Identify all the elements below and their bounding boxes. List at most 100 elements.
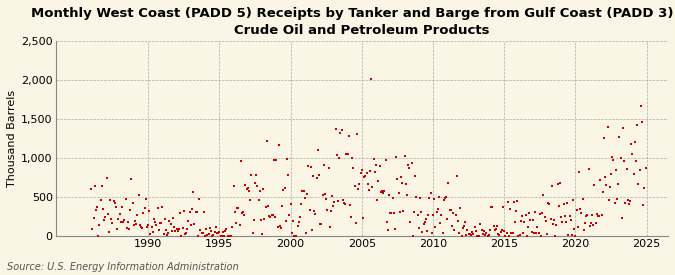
Point [505, 207, 516, 211]
Point [574, 170, 585, 174]
Point [369, 170, 380, 174]
Point [366, 77, 377, 81]
Point [403, 163, 414, 168]
Point [449, 228, 460, 232]
Point [115, 220, 126, 224]
Point [117, 205, 128, 209]
Point [375, 190, 386, 195]
Point [502, 230, 512, 235]
Point [634, 168, 645, 173]
Point [414, 196, 425, 200]
Point [226, 234, 237, 238]
Point [130, 219, 140, 224]
Point [412, 213, 423, 217]
Point [491, 224, 502, 228]
Point [176, 234, 187, 238]
Point [300, 196, 310, 200]
Point [344, 134, 354, 139]
Point [639, 186, 650, 191]
Point [543, 201, 554, 206]
Point [599, 136, 610, 140]
Point [467, 230, 478, 234]
Point [589, 182, 600, 187]
Point [470, 229, 481, 233]
Point [381, 220, 392, 224]
Point [588, 223, 599, 228]
Point [457, 226, 468, 230]
Point [519, 220, 530, 225]
Point [450, 213, 461, 218]
Point [147, 230, 158, 234]
Point [180, 232, 190, 236]
Point [300, 231, 311, 235]
Point [248, 218, 259, 222]
Point [520, 212, 531, 217]
Point [612, 196, 622, 201]
Point [402, 193, 412, 197]
Point [334, 155, 345, 160]
Point [201, 227, 212, 232]
Point [317, 192, 328, 197]
Point [524, 211, 535, 215]
Point [624, 202, 634, 206]
Point [491, 227, 502, 231]
Point [437, 231, 448, 235]
Point [369, 157, 379, 162]
Point [462, 228, 472, 233]
Point [504, 234, 514, 238]
Point [614, 135, 625, 139]
Point [564, 213, 575, 218]
Point [481, 231, 492, 235]
Point [123, 219, 134, 224]
Point [273, 143, 284, 147]
Point [444, 208, 455, 212]
Point [550, 234, 561, 238]
Point [264, 214, 275, 218]
Point [392, 177, 403, 181]
Point [256, 231, 267, 236]
Point [213, 231, 223, 235]
Point [344, 203, 355, 207]
Point [383, 193, 394, 197]
Point [259, 217, 270, 221]
Point [410, 174, 421, 179]
Point [253, 198, 264, 202]
Point [221, 227, 232, 231]
Point [570, 234, 581, 238]
Point [594, 214, 605, 219]
Point [236, 211, 247, 216]
Point [512, 199, 522, 203]
Point [95, 197, 106, 202]
Point [286, 231, 297, 235]
Point [314, 173, 325, 177]
Point [289, 234, 300, 238]
Point [477, 231, 488, 236]
Point [319, 192, 330, 196]
Point [427, 231, 437, 235]
Point [192, 234, 203, 238]
Point [148, 217, 159, 222]
Point [206, 229, 217, 233]
Point [306, 228, 317, 232]
Point [394, 210, 405, 214]
Point [183, 219, 194, 223]
Point [585, 224, 595, 228]
Point [385, 211, 396, 215]
Point [398, 209, 409, 213]
Point [522, 225, 533, 230]
Point [215, 234, 226, 238]
Point [171, 227, 182, 231]
Point [352, 131, 362, 136]
Point [433, 194, 444, 199]
Point [572, 225, 583, 229]
Point [424, 196, 435, 200]
Point [189, 222, 200, 226]
Point [230, 210, 240, 214]
Point [151, 223, 162, 227]
Point [576, 211, 587, 216]
Point [371, 163, 381, 167]
Point [380, 157, 391, 162]
Point [630, 158, 641, 163]
Point [640, 166, 651, 170]
Point [472, 234, 483, 238]
